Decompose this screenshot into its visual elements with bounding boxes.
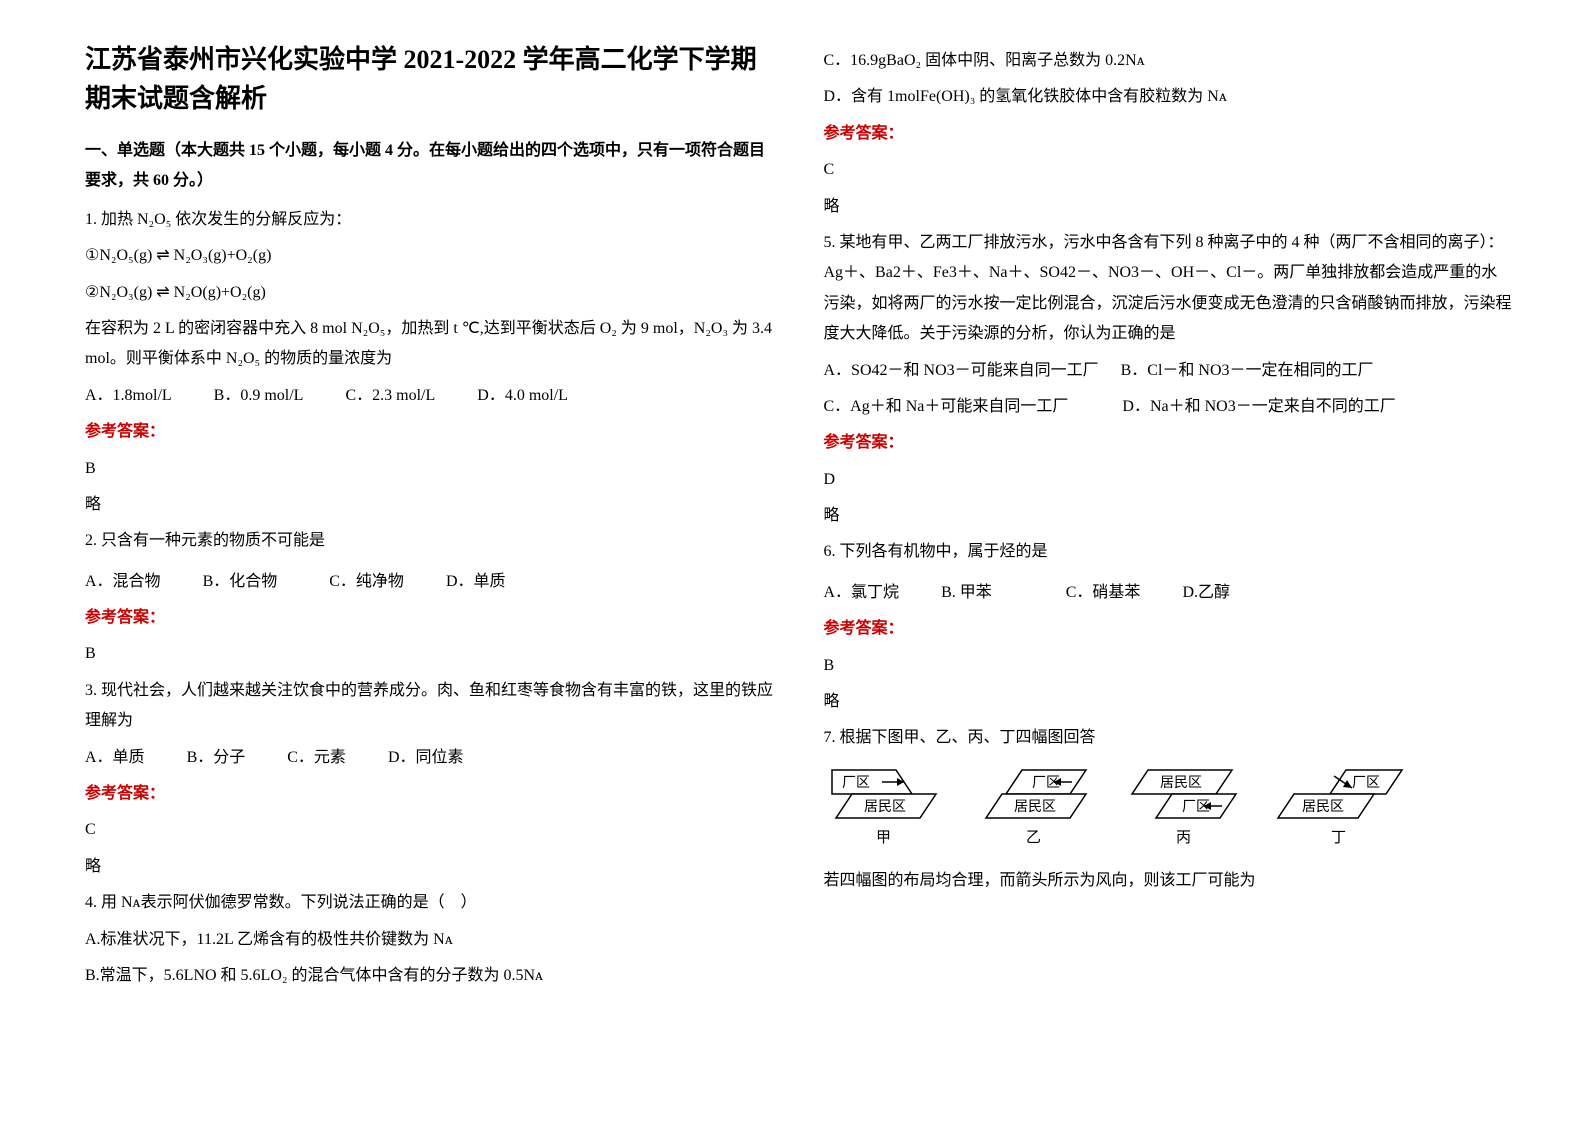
q2-option-c: C．纯净物 <box>329 567 404 597</box>
q3-stem: 3. 现代社会，人们越来越关注饮食中的营养成分。肉、鱼和红枣等食物含有丰富的铁，… <box>85 676 774 737</box>
q4-answer-label: 参考答案： <box>824 119 1513 149</box>
q3-option-a: A．单质 <box>85 743 145 773</box>
q6-option-a: A．氯丁烷 <box>824 578 900 608</box>
diagram-jia-residential: 居民区 <box>864 799 906 815</box>
q4-option-a: A.标准状况下，11.2L 乙烯含有的极性共价键数为 Nᴀ <box>85 925 774 955</box>
q2-option-a: A．混合物 <box>85 567 161 597</box>
q6-option-d: D.乙醇 <box>1182 578 1230 608</box>
q7-diagram-row: 厂区 居民区 甲 厂区 居民区 乙 <box>824 762 1513 853</box>
q7-after: 若四幅图的布局均合理，而箭头所示为风向，则该工厂可能为 <box>824 866 1513 896</box>
q4-option-b: B.常温下，5.6LNO 和 5.6LO₂ 的混合气体中含有的分子数为 0.5N… <box>85 961 774 991</box>
q1-body: 在容积为 2 L 的密闭容器中充入 8 mol N₂O₅，加热到 t ℃,达到平… <box>85 314 774 375</box>
q1-stem: 1. 加热 N₂O₅ 依次发生的分解反应为： <box>85 205 774 235</box>
q1-answer-label: 参考答案： <box>85 417 774 447</box>
diagram-ding-caption: 丁 <box>1331 824 1346 853</box>
q1-option-d: D．4.0 mol/L <box>477 381 568 411</box>
q5-option-a: A．SO42－和 NO3－可能来自同一工厂 <box>824 362 1099 379</box>
q2-option-b: B．化合物 <box>203 567 278 597</box>
q1-equation-2: ②N₂O₃(g) ⇌ N₂O(g)+O₂(g) <box>85 278 774 308</box>
q2-answer-label: 参考答案： <box>85 603 774 633</box>
q7-stem: 7. 根据下图甲、乙、丙、丁四幅图回答 <box>824 723 1513 753</box>
q2-option-d: D．单质 <box>446 567 506 597</box>
q4-answer: C <box>824 155 1513 185</box>
q4-stem: 4. 用 Nᴀ表示阿伏伽德罗常数。下列说法正确的是（ ） <box>85 888 774 918</box>
q6-option-b: B. 甲苯 <box>941 578 992 608</box>
q5-options-row2: C．Ag＋和 Na＋可能来自同一工厂 D．Na＋和 NO3－一定来自不同的工厂 <box>824 392 1513 422</box>
q5-omit: 略 <box>824 501 1513 531</box>
q6-option-c: C．硝基苯 <box>1066 578 1141 608</box>
diagram-jia: 厂区 居民区 甲 <box>824 762 944 853</box>
diagram-jia-svg: 厂区 居民区 <box>824 762 944 822</box>
diagram-ding: 厂区 居民区 丁 <box>1274 762 1404 853</box>
diagram-jia-caption: 甲 <box>876 824 891 853</box>
q5-option-b: B．Cl－和 NO3－一定在相同的工厂 <box>1121 362 1374 379</box>
diagram-ding-factory: 厂区 <box>1352 775 1380 791</box>
diagram-yi-caption: 乙 <box>1026 824 1041 853</box>
diagram-ding-residential: 居民区 <box>1302 799 1344 815</box>
document-title: 江苏省泰州市兴化实验中学 2021-2022 学年高二化学下学期期末试题含解析 <box>85 40 774 118</box>
diagram-bing-svg: 居民区 厂区 <box>1124 762 1244 822</box>
right-column: C．16.9gBaO₂ 固体中阴、阳离子总数为 0.2Nᴀ D．含有 1molF… <box>799 40 1538 1092</box>
q1-option-a: A．1.8mol/L <box>85 381 172 411</box>
q3-option-d: D．同位素 <box>388 743 464 773</box>
diagram-yi: 厂区 居民区 乙 <box>974 762 1094 853</box>
q5-answer-label: 参考答案： <box>824 428 1513 458</box>
q5-options-row1: A．SO42－和 NO3－可能来自同一工厂 B．Cl－和 NO3－一定在相同的工… <box>824 356 1513 386</box>
q3-option-b: B．分子 <box>187 743 246 773</box>
q3-answer: C <box>85 815 774 845</box>
q3-options: A．单质 B．分子 C．元素 D．同位素 <box>85 743 774 773</box>
diagram-yi-residential: 居民区 <box>1014 799 1056 815</box>
q5-answer: D <box>824 465 1513 495</box>
diagram-bing: 居民区 厂区 丙 <box>1124 762 1244 853</box>
diagram-yi-svg: 厂区 居民区 <box>974 762 1094 822</box>
diagram-bing-residential: 居民区 <box>1160 775 1202 791</box>
q6-stem: 6. 下列各有机物中，属于烃的是 <box>824 537 1513 567</box>
q2-stem: 2. 只含有一种元素的物质不可能是 <box>85 526 774 556</box>
q4-option-c: C．16.9gBaO₂ 固体中阴、阳离子总数为 0.2Nᴀ <box>824 46 1513 76</box>
q1-options: A．1.8mol/L B．0.9 mol/L C．2.3 mol/L D．4.0… <box>85 381 774 411</box>
q1-equation-1: ①N₂O₅(g) ⇌ N₂O₃(g)+O₂(g) <box>85 241 774 271</box>
q1-option-c: C．2.3 mol/L <box>345 381 435 411</box>
q1-omit: 略 <box>85 490 774 520</box>
q6-answer: B <box>824 651 1513 681</box>
q2-answer: B <box>85 639 774 669</box>
q5-option-d: D．Na＋和 NO3－一定来自不同的工厂 <box>1122 398 1395 415</box>
q2-options: A．混合物 B．化合物 C．纯净物 D．单质 <box>85 567 774 597</box>
q5-stem: 5. 某地有甲、乙两工厂排放污水，污水中各含有下列 8 种离子中的 4 种（两厂… <box>824 228 1513 350</box>
q4-option-d: D．含有 1molFe(OH)₃ 的氢氧化铁胶体中含有胶粒数为 Nᴀ <box>824 82 1513 112</box>
q3-answer-label: 参考答案： <box>85 779 774 809</box>
q3-option-c: C．元素 <box>287 743 346 773</box>
diagram-ding-svg: 厂区 居民区 <box>1274 762 1404 822</box>
left-column: 江苏省泰州市兴化实验中学 2021-2022 学年高二化学下学期期末试题含解析 … <box>60 40 799 1092</box>
q1-answer: B <box>85 454 774 484</box>
q3-omit: 略 <box>85 852 774 882</box>
q6-omit: 略 <box>824 687 1513 717</box>
section-1-heading: 一、单选题（本大题共 15 个小题，每小题 4 分。在每小题给出的四个选项中，只… <box>85 136 774 197</box>
diagram-bing-caption: 丙 <box>1176 824 1191 853</box>
diagram-jia-factory: 厂区 <box>842 775 870 791</box>
q6-answer-label: 参考答案： <box>824 614 1513 644</box>
q5-option-c: C．Ag＋和 Na＋可能来自同一工厂 <box>824 398 1069 415</box>
q6-options: A．氯丁烷 B. 甲苯 C．硝基苯 D.乙醇 <box>824 578 1513 608</box>
page-container: 江苏省泰州市兴化实验中学 2021-2022 学年高二化学下学期期末试题含解析 … <box>0 0 1587 1122</box>
q4-omit: 略 <box>824 192 1513 222</box>
q1-option-b: B．0.9 mol/L <box>214 381 304 411</box>
